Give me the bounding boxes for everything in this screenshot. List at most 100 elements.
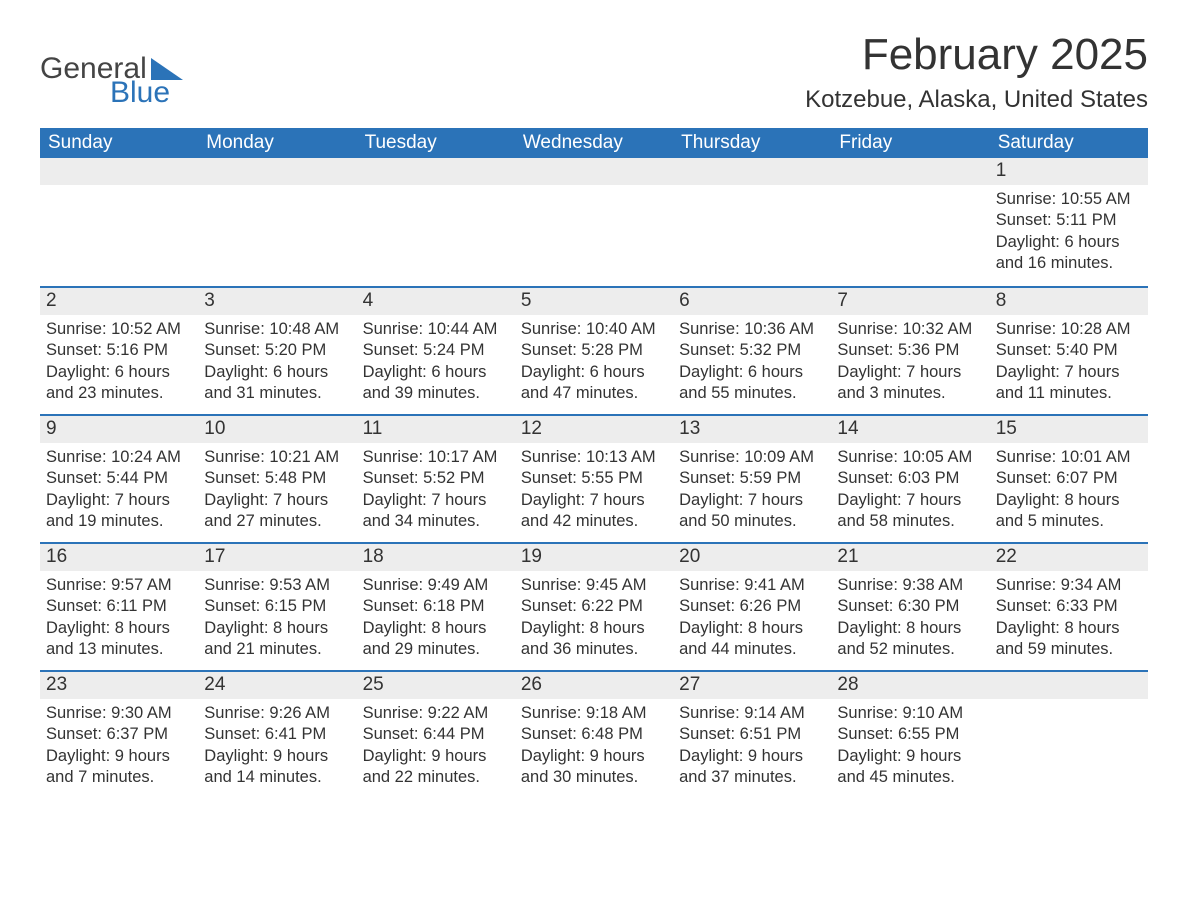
daynum-row: 1	[990, 158, 1148, 185]
calendar-day: 28Sunrise: 9:10 AMSunset: 6:55 PMDayligh…	[831, 672, 989, 798]
day-dl2: and 36 minutes.	[521, 639, 667, 660]
day-sunset: Sunset: 6:44 PM	[363, 724, 509, 745]
day-sunrise: Sunrise: 9:14 AM	[679, 703, 825, 724]
daynum-row: 19	[515, 544, 673, 571]
calendar-day: 8Sunrise: 10:28 AMSunset: 5:40 PMDayligh…	[990, 288, 1148, 414]
calendar-day	[198, 158, 356, 286]
calendar-week: 2Sunrise: 10:52 AMSunset: 5:16 PMDayligh…	[40, 286, 1148, 414]
day-sunrise: Sunrise: 9:53 AM	[204, 575, 350, 596]
day-dl2: and 52 minutes.	[837, 639, 983, 660]
calendar-day: 2Sunrise: 10:52 AMSunset: 5:16 PMDayligh…	[40, 288, 198, 414]
day-dl1: Daylight: 6 hours	[46, 362, 192, 383]
daynum-row: 25	[357, 672, 515, 699]
calendar-day: 25Sunrise: 9:22 AMSunset: 6:44 PMDayligh…	[357, 672, 515, 798]
calendar-day: 19Sunrise: 9:45 AMSunset: 6:22 PMDayligh…	[515, 544, 673, 670]
daynum-row: 20	[673, 544, 831, 571]
day-dl1: Daylight: 9 hours	[521, 746, 667, 767]
day-number: 17	[204, 546, 225, 567]
weekday-header: Monday	[198, 128, 356, 158]
day-sunset: Sunset: 6:15 PM	[204, 596, 350, 617]
day-number: 15	[996, 418, 1017, 439]
day-number: 4	[363, 290, 374, 311]
daynum-row: 5	[515, 288, 673, 315]
daynum-row: 14	[831, 416, 989, 443]
weekday-header: Friday	[831, 128, 989, 158]
calendar-day: 20Sunrise: 9:41 AMSunset: 6:26 PMDayligh…	[673, 544, 831, 670]
day-number: 3	[204, 290, 215, 311]
day-dl2: and 59 minutes.	[996, 639, 1142, 660]
day-number: 5	[521, 290, 532, 311]
day-sunset: Sunset: 5:59 PM	[679, 468, 825, 489]
calendar-day	[990, 672, 1148, 798]
day-dl1: Daylight: 8 hours	[204, 618, 350, 639]
day-number: 1	[996, 160, 1007, 181]
day-sunset: Sunset: 6:37 PM	[46, 724, 192, 745]
daynum-row	[990, 672, 1148, 699]
calendar-day: 9Sunrise: 10:24 AMSunset: 5:44 PMDayligh…	[40, 416, 198, 542]
calendar-week: 1Sunrise: 10:55 AMSunset: 5:11 PMDayligh…	[40, 158, 1148, 286]
day-number: 18	[363, 546, 384, 567]
day-number: 22	[996, 546, 1017, 567]
day-number: 7	[837, 290, 848, 311]
day-dl2: and 45 minutes.	[837, 767, 983, 788]
day-dl2: and 27 minutes.	[204, 511, 350, 532]
day-sunset: Sunset: 5:28 PM	[521, 340, 667, 361]
day-number: 24	[204, 674, 225, 695]
day-dl2: and 58 minutes.	[837, 511, 983, 532]
daynum-row: 3	[198, 288, 356, 315]
day-sunset: Sunset: 6:11 PM	[46, 596, 192, 617]
day-dl1: Daylight: 7 hours	[46, 490, 192, 511]
calendar-week: 9Sunrise: 10:24 AMSunset: 5:44 PMDayligh…	[40, 414, 1148, 542]
day-dl2: and 16 minutes.	[996, 253, 1142, 274]
day-sunset: Sunset: 6:30 PM	[837, 596, 983, 617]
day-sunset: Sunset: 6:48 PM	[521, 724, 667, 745]
daynum-row: 23	[40, 672, 198, 699]
day-sunset: Sunset: 6:22 PM	[521, 596, 667, 617]
daynum-row: 15	[990, 416, 1148, 443]
weekday-header-row: SundayMondayTuesdayWednesdayThursdayFrid…	[40, 128, 1148, 158]
daynum-row: 7	[831, 288, 989, 315]
weekday-header: Wednesday	[515, 128, 673, 158]
day-dl1: Daylight: 8 hours	[46, 618, 192, 639]
day-number: 2	[46, 290, 57, 311]
day-sunrise: Sunrise: 10:55 AM	[996, 189, 1142, 210]
day-dl2: and 42 minutes.	[521, 511, 667, 532]
daynum-row: 24	[198, 672, 356, 699]
daynum-row: 9	[40, 416, 198, 443]
day-number: 12	[521, 418, 542, 439]
day-dl1: Daylight: 7 hours	[837, 490, 983, 511]
calendar-day	[673, 158, 831, 286]
daynum-row: 8	[990, 288, 1148, 315]
daynum-row: 22	[990, 544, 1148, 571]
brand-logo: General Blue	[40, 30, 183, 108]
day-sunrise: Sunrise: 10:17 AM	[363, 447, 509, 468]
day-dl1: Daylight: 7 hours	[679, 490, 825, 511]
day-dl2: and 31 minutes.	[204, 383, 350, 404]
day-sunrise: Sunrise: 10:44 AM	[363, 319, 509, 340]
day-dl1: Daylight: 8 hours	[996, 490, 1142, 511]
day-dl2: and 11 minutes.	[996, 383, 1142, 404]
day-dl1: Daylight: 6 hours	[521, 362, 667, 383]
day-number	[46, 160, 51, 181]
day-sunset: Sunset: 6:07 PM	[996, 468, 1142, 489]
day-dl2: and 50 minutes.	[679, 511, 825, 532]
location-label: Kotzebue, Alaska, United States	[805, 86, 1148, 114]
day-number	[521, 160, 526, 181]
day-sunrise: Sunrise: 10:01 AM	[996, 447, 1142, 468]
day-sunrise: Sunrise: 9:49 AM	[363, 575, 509, 596]
day-dl2: and 21 minutes.	[204, 639, 350, 660]
day-number: 14	[837, 418, 858, 439]
day-number: 27	[679, 674, 700, 695]
day-sunset: Sunset: 6:18 PM	[363, 596, 509, 617]
day-dl2: and 29 minutes.	[363, 639, 509, 660]
day-number: 13	[679, 418, 700, 439]
day-number	[996, 674, 1001, 695]
calendar-week: 23Sunrise: 9:30 AMSunset: 6:37 PMDayligh…	[40, 670, 1148, 798]
day-sunrise: Sunrise: 10:21 AM	[204, 447, 350, 468]
day-dl1: Daylight: 9 hours	[679, 746, 825, 767]
day-dl1: Daylight: 8 hours	[679, 618, 825, 639]
day-dl1: Daylight: 8 hours	[521, 618, 667, 639]
calendar-day: 24Sunrise: 9:26 AMSunset: 6:41 PMDayligh…	[198, 672, 356, 798]
day-sunrise: Sunrise: 10:40 AM	[521, 319, 667, 340]
daynum-row: 16	[40, 544, 198, 571]
